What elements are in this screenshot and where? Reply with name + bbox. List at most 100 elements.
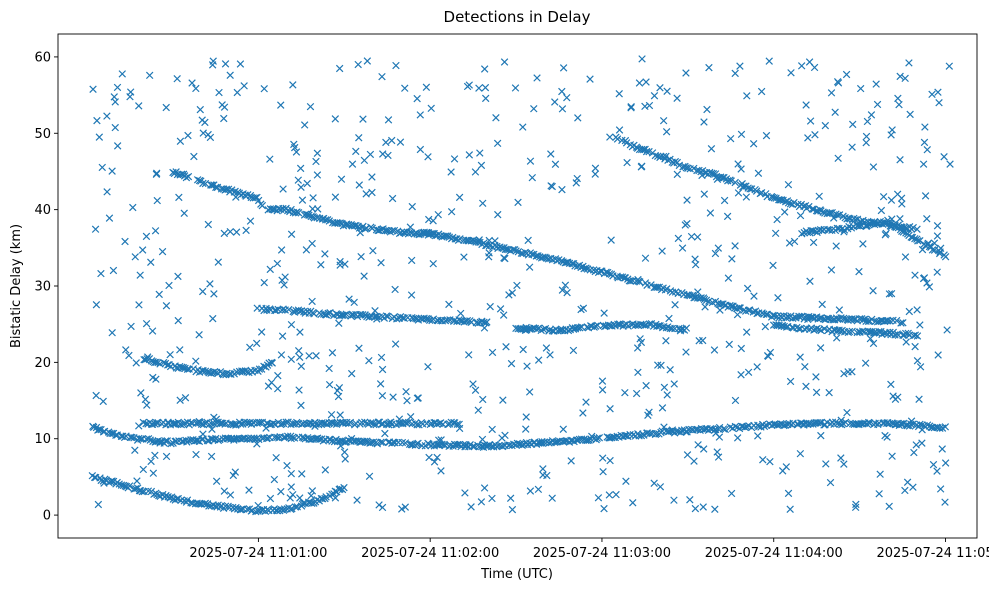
data-point (744, 368, 753, 377)
data-point (861, 359, 870, 367)
data-point (814, 418, 822, 427)
data-point (662, 337, 670, 345)
data-point (158, 420, 166, 428)
data-point (150, 358, 159, 367)
data-point (929, 460, 938, 469)
data-point (796, 449, 805, 458)
data-point (488, 348, 497, 357)
data-point (738, 180, 746, 188)
data-point (832, 334, 841, 342)
data-point (615, 126, 624, 134)
data-point (108, 167, 116, 175)
data-point (526, 487, 535, 495)
data-point (324, 309, 332, 318)
data-point (923, 279, 931, 287)
data-point (233, 88, 242, 97)
data-point (368, 224, 377, 232)
data-point (294, 176, 303, 184)
data-point (640, 321, 649, 330)
data-point (385, 419, 393, 427)
data-point (379, 150, 387, 158)
data-point (742, 328, 751, 336)
data-point (325, 380, 334, 389)
data-point (340, 311, 349, 319)
data-point (512, 247, 520, 255)
data-point (763, 310, 772, 319)
data-point (231, 468, 240, 476)
data-point (298, 470, 306, 478)
data-point (148, 327, 157, 335)
data-point (559, 64, 568, 72)
data-point (374, 418, 383, 426)
data-point (898, 227, 906, 236)
data-point (905, 307, 914, 316)
data-point (634, 275, 642, 284)
data-point (476, 149, 484, 157)
data-point (393, 315, 401, 323)
data-point (363, 57, 372, 65)
data-point (478, 435, 487, 444)
data-point (169, 420, 177, 428)
data-point (573, 174, 581, 183)
data-point (115, 480, 124, 488)
data-point (479, 395, 487, 404)
data-point (392, 61, 400, 70)
data-point (424, 153, 432, 161)
data-point (892, 223, 900, 232)
data-point (287, 469, 296, 478)
data-point (406, 223, 415, 231)
data-point (916, 321, 924, 329)
data-point (152, 170, 161, 178)
data-point (513, 281, 521, 290)
data-point (273, 259, 282, 268)
data-point (754, 169, 763, 177)
data-point (698, 171, 706, 180)
data-point (918, 425, 926, 434)
data-point (813, 324, 821, 333)
data-point (778, 467, 787, 475)
data-point (896, 72, 904, 81)
data-point (514, 198, 522, 207)
data-point (422, 83, 431, 91)
data-point (627, 103, 635, 111)
data-point (725, 340, 733, 349)
data-point (243, 368, 251, 376)
data-point (311, 422, 319, 430)
data-point (407, 256, 416, 265)
data-point (246, 343, 254, 352)
data-point (731, 422, 740, 431)
data-point (98, 163, 106, 172)
data-point (923, 145, 931, 154)
data-point (766, 457, 774, 466)
data-point (887, 380, 895, 389)
data-point (425, 453, 433, 462)
data-point (941, 498, 949, 506)
data-point (522, 413, 530, 421)
data-point (862, 222, 871, 231)
data-point (357, 252, 365, 261)
data-point (204, 220, 213, 229)
data-point (317, 260, 325, 269)
data-point (834, 154, 842, 163)
data-point (845, 327, 854, 336)
data-point (484, 253, 493, 261)
data-point (371, 307, 379, 315)
data-point (743, 92, 751, 100)
data-point (331, 219, 339, 227)
data-point (761, 322, 770, 331)
data-point (179, 363, 188, 372)
data-point (398, 505, 406, 513)
data-point (480, 324, 489, 332)
data-point (694, 441, 702, 449)
data-point (868, 315, 876, 324)
data-point (811, 131, 819, 139)
data-point (539, 465, 547, 473)
data-point (196, 105, 204, 114)
data-point (742, 193, 751, 201)
data-point (463, 82, 472, 91)
data-point (174, 272, 182, 281)
data-point (125, 351, 133, 360)
data-point (693, 233, 702, 241)
data-point (277, 246, 286, 254)
data-point (591, 164, 600, 173)
